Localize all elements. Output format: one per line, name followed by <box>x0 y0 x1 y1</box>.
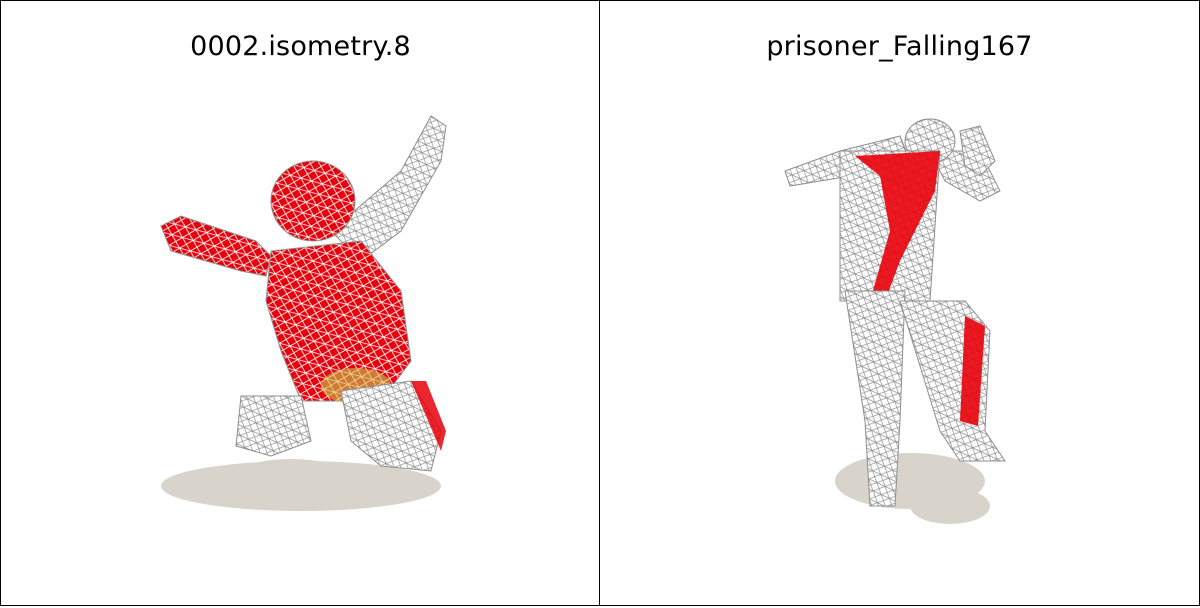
left-arm <box>160 215 272 277</box>
right-hand <box>959 125 996 177</box>
panel-title: 0002.isometry.8 <box>190 31 411 62</box>
right-leg <box>899 300 1006 462</box>
panel-title: prisoner_Falling167 <box>766 31 1033 62</box>
mesh-render-kneeling <box>160 115 447 511</box>
left-leg <box>235 395 312 457</box>
mesh-render-falling <box>784 118 1006 524</box>
right-panel: prisoner_Falling167 <box>599 0 1200 606</box>
left-leg <box>844 290 906 507</box>
left-panel: 0002.isometry.8 <box>0 0 601 606</box>
head <box>270 160 356 242</box>
